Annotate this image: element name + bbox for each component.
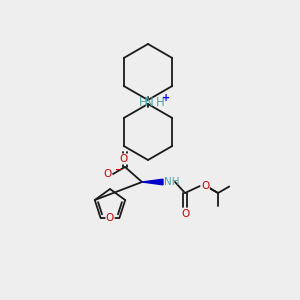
Text: +: +	[162, 93, 170, 103]
Text: O: O	[120, 154, 128, 164]
Text: H: H	[139, 95, 148, 109]
Polygon shape	[142, 179, 163, 185]
Text: O: O	[181, 209, 189, 219]
Text: NH: NH	[164, 177, 179, 187]
Text: H: H	[156, 95, 165, 109]
Text: −: −	[115, 165, 123, 175]
Text: O: O	[106, 213, 114, 223]
Text: O: O	[104, 169, 112, 179]
Text: O: O	[201, 181, 209, 191]
Text: N: N	[145, 95, 153, 109]
